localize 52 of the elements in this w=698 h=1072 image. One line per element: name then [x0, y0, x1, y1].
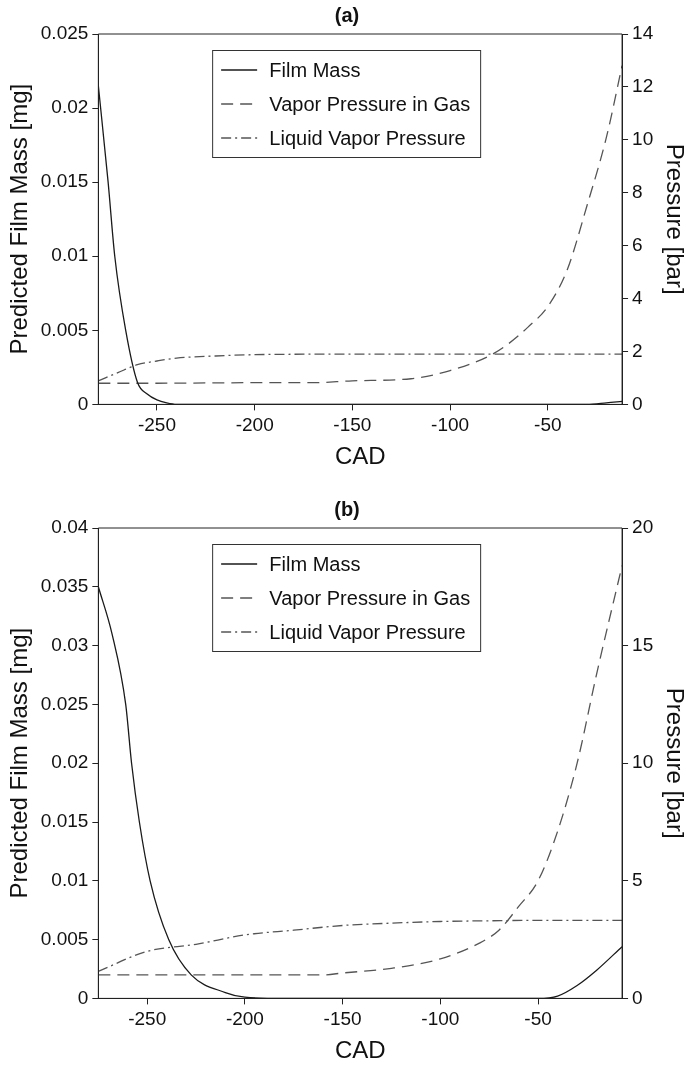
y-tick-label: 0.04: [51, 516, 89, 538]
y2-tick-label: 6: [632, 233, 643, 255]
x-axis-title: CAD: [334, 1036, 386, 1064]
y2-tick-label: 5: [632, 869, 643, 891]
x-tick-label: -150: [323, 1008, 362, 1030]
x-tick-label: -150: [333, 414, 372, 436]
y2-tick-label: 4: [632, 286, 644, 308]
x-tick-label: -200: [235, 414, 274, 436]
y2-axis-title: Pressure [bar]: [661, 143, 689, 295]
y-tick-label: 0: [77, 392, 89, 414]
y2-tick-label: 10: [632, 128, 654, 150]
y-tick-label: 0.01: [51, 869, 89, 891]
x-tick-label: -250: [128, 1008, 167, 1030]
y-tick-label: 0.02: [51, 96, 89, 118]
legend-label: Liquid Vapor Pressure: [269, 126, 466, 150]
y2-tick-label: 2: [632, 339, 643, 361]
y2-tick-label: 12: [632, 75, 654, 97]
legend-label: Vapor Pressure in Gas: [269, 586, 471, 610]
x-tick-label: -50: [534, 414, 562, 436]
legend-label: Film Mass: [269, 58, 361, 82]
y-tick-label: 0.005: [40, 927, 89, 949]
y-tick-label: 0.025: [40, 22, 89, 44]
x-tick-label: -200: [225, 1008, 264, 1030]
x-tick-label: -100: [421, 1008, 460, 1030]
x-axis-title: CAD: [334, 442, 386, 470]
y-tick-label: 0: [77, 986, 89, 1008]
x-tick-label: -100: [431, 414, 470, 436]
y-tick-label: 0.03: [51, 633, 89, 655]
y-tick-label: 0.015: [40, 810, 89, 832]
y2-axis-title: Pressure [bar]: [661, 687, 689, 839]
y2-tick-label: 8: [632, 180, 643, 202]
y-tick-label: 0.02: [51, 751, 89, 773]
y-tick-label: 0.035: [40, 575, 89, 597]
y-axis-title: Predicted Film Mass [mg]: [5, 83, 33, 355]
y2-tick-label: 0: [632, 986, 643, 1008]
y2-tick-label: 0: [632, 392, 643, 414]
legend-label: Liquid Vapor Pressure: [269, 620, 466, 644]
chart-title: (a): [334, 3, 360, 26]
x-tick-label: -50: [524, 1008, 552, 1030]
y2-tick-label: 20: [632, 516, 654, 538]
y2-tick-label: 10: [632, 751, 654, 773]
y-tick-label: 0.025: [40, 692, 89, 714]
chart-title: (b): [334, 497, 360, 520]
y-tick-label: 0.005: [40, 318, 89, 340]
y2-tick-label: 14: [632, 22, 654, 44]
legend-label: Vapor Pressure in Gas: [269, 92, 471, 116]
y-tick-label: 0.015: [40, 170, 89, 192]
legend-label: Film Mass: [269, 552, 361, 576]
y-axis-title: Predicted Film Mass [mg]: [5, 627, 33, 899]
y2-tick-label: 15: [632, 633, 654, 655]
x-tick-label: -250: [137, 414, 176, 436]
y-tick-label: 0.01: [51, 244, 89, 266]
